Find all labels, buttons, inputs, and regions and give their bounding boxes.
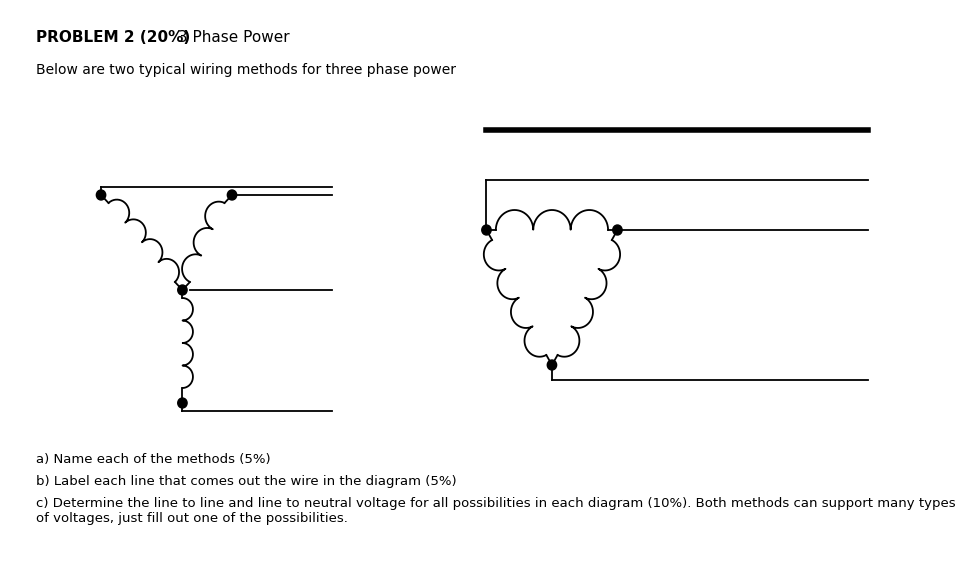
Circle shape: [178, 398, 187, 408]
Circle shape: [548, 360, 556, 370]
Text: b) Label each line that comes out the wire in the diagram (5%): b) Label each line that comes out the wi…: [36, 475, 456, 488]
Text: Below are two typical wiring methods for three phase power: Below are two typical wiring methods for…: [36, 63, 456, 77]
Text: PROBLEM 2 (20%): PROBLEM 2 (20%): [36, 30, 189, 45]
Text: a) Name each of the methods (5%): a) Name each of the methods (5%): [36, 453, 270, 466]
Circle shape: [227, 190, 237, 200]
Circle shape: [482, 225, 491, 235]
Circle shape: [97, 190, 105, 200]
Circle shape: [178, 285, 187, 295]
Text: 3 Phase Power: 3 Phase Power: [173, 30, 290, 45]
Text: c) Determine the line to line and line to neutral voltage for all possibilities : c) Determine the line to line and line t…: [36, 497, 955, 525]
Circle shape: [612, 225, 622, 235]
